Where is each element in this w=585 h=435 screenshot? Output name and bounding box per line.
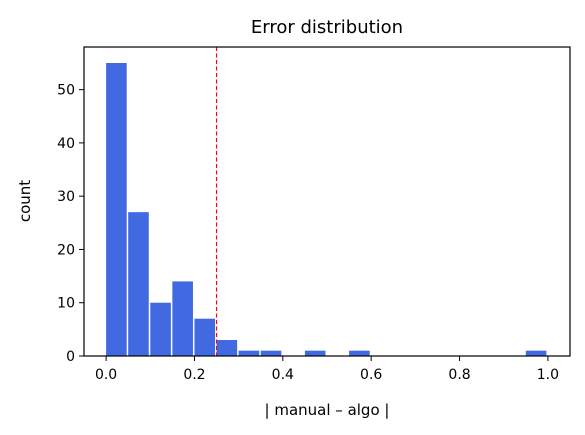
y-axis-label: count: [16, 180, 34, 222]
y-tick-label: 20: [57, 242, 75, 258]
bars: [106, 62, 547, 356]
histogram-bar-9: [304, 350, 326, 356]
x-tick-label: 0.6: [360, 367, 382, 383]
y-tick-label: 30: [57, 189, 75, 205]
x-tick-label: 0.2: [183, 367, 205, 383]
histogram-bar-5: [216, 340, 238, 356]
histogram-bar-4: [194, 318, 216, 356]
y-tick-label: 40: [57, 136, 75, 152]
histogram-bar-7: [260, 350, 282, 356]
x-tick-label: 0.8: [448, 367, 470, 383]
histogram-bar-2: [150, 302, 171, 356]
histogram-bar-19: [525, 350, 547, 356]
histogram-bar-1: [128, 212, 149, 356]
x-tick-label: 1.0: [537, 367, 559, 383]
y-tick-label: 0: [66, 349, 75, 365]
x-tick-label: 0.0: [95, 367, 117, 383]
y-tick-label: 10: [57, 296, 75, 312]
histogram-bar-0: [106, 62, 127, 356]
x-tick-label: 0.4: [272, 367, 294, 383]
plot-frame: [83, 46, 571, 357]
chart-title: Error distribution: [251, 17, 403, 38]
histogram-bar-3: [172, 281, 193, 356]
histogram-bar-11: [349, 350, 370, 356]
histogram-bar-6: [238, 350, 260, 356]
x-axis-label: | manual – algo |: [265, 401, 390, 419]
y-tick-label: 50: [57, 83, 75, 99]
x-axis-ticks: 0.0 0.2 0.4 0.6 0.8 1.0: [95, 356, 559, 383]
y-axis-ticks: 0 10 20 30 40 50: [57, 83, 84, 365]
